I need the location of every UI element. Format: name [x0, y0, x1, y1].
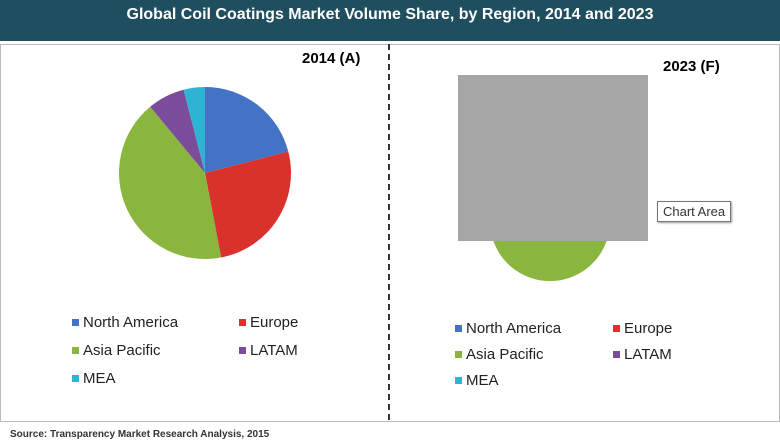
pie-slice-europe[interactable] — [205, 151, 291, 258]
pie-chart-2023-visible-slice — [491, 232, 609, 282]
chart-area-tooltip: Chart Area — [657, 201, 732, 222]
legend-swatch — [72, 319, 79, 326]
pie-slice-north-america[interactable] — [205, 87, 289, 173]
legend-swatch — [455, 351, 462, 358]
legend-swatch — [613, 325, 620, 332]
legend-label: Europe — [624, 320, 673, 337]
pie-slice-latam[interactable] — [150, 89, 205, 173]
legend-label: North America — [466, 320, 562, 337]
legend-label: Europe — [250, 314, 299, 331]
source-note: Source: Transparency Market Research Ana… — [10, 429, 270, 440]
legend-swatch — [455, 325, 462, 332]
legend-label: MEA — [83, 370, 116, 387]
chart-2023-legend-item-north-america: North America — [455, 320, 561, 337]
legend-label: LATAM — [250, 342, 298, 359]
chart-2014-legend-item-europe: Europe — [239, 314, 298, 331]
chart-2014-legend-item-asia-pacific: Asia Pacific — [72, 342, 161, 359]
chart-area-selection[interactable] — [458, 75, 648, 241]
pie-slice-asia-pacific[interactable] — [119, 106, 222, 259]
pie-slice-asia-pacific-2023 — [491, 232, 609, 282]
chart-2023-title: 2023 (F) — [663, 58, 720, 75]
legend-swatch — [455, 377, 462, 384]
chart-2023-legend-item-mea: MEA — [455, 372, 499, 389]
chart-2014-legend-item-north-america: North America — [72, 314, 178, 331]
panel-divider — [388, 44, 390, 420]
pie-slice-mea[interactable] — [183, 87, 205, 173]
chart-2014-legend-item-mea: MEA — [72, 370, 116, 387]
legend-swatch — [239, 347, 246, 354]
chart-2023-legend-item-asia-pacific: Asia Pacific — [455, 346, 544, 363]
chart-2014-legend-item-latam: LATAM — [239, 342, 298, 359]
chart-title: Global Coil Coatings Market Volume Share… — [0, 0, 780, 41]
legend-label: LATAM — [624, 346, 672, 363]
legend-swatch — [72, 375, 79, 382]
legend-swatch — [72, 347, 79, 354]
chart-2014-title: 2014 (A) — [302, 50, 361, 67]
legend-label: Asia Pacific — [466, 346, 544, 363]
chart-2023-legend-item-latam: LATAM — [613, 346, 672, 363]
charts-frame — [0, 44, 780, 422]
legend-swatch — [239, 319, 246, 326]
chart-2023-legend-item-europe: Europe — [613, 320, 672, 337]
pie-chart-2014[interactable] — [119, 87, 291, 259]
legend-label: Asia Pacific — [83, 342, 161, 359]
legend-label: MEA — [466, 372, 499, 389]
legend-label: North America — [83, 314, 179, 331]
legend-swatch — [613, 351, 620, 358]
